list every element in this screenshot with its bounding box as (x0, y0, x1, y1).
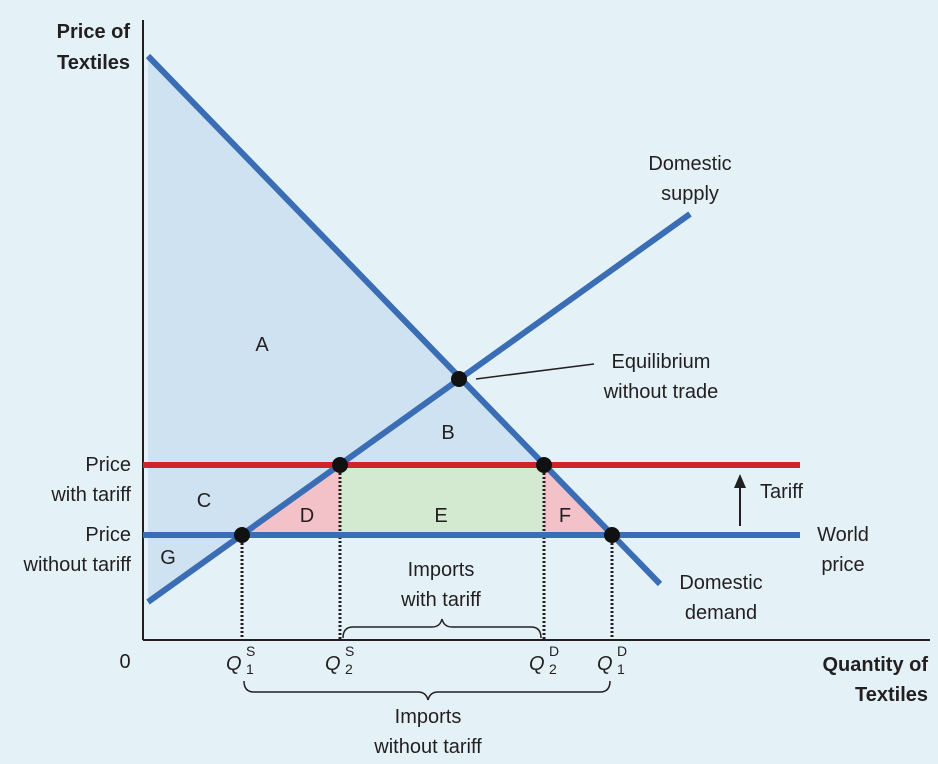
svg-text:Q: Q (529, 653, 545, 675)
price-without-tariff-line1: Price (85, 524, 131, 546)
equilibrium-label-line2: without trade (603, 381, 719, 403)
price-with-tariff-line2: with tariff (50, 484, 131, 506)
svg-text:D: D (617, 643, 627, 659)
tariff-arrow-head (734, 474, 746, 488)
equilibrium-pointer (475, 363, 595, 380)
imports-without-tariff-line2: without tariff (373, 736, 482, 758)
point-supply-with-tariff (332, 457, 348, 473)
world-price-label-line2: price (821, 554, 864, 576)
imports-without-tariff-line1: Imports (395, 706, 462, 728)
svg-text:Q: Q (226, 653, 242, 675)
region-f-label: F (559, 505, 571, 527)
svg-text:S: S (246, 643, 255, 659)
svg-text:Q: Q (597, 653, 613, 675)
brace-imports-without-tariff (243, 680, 611, 701)
point-demand-world (604, 527, 620, 543)
world-price-label-line1: World (817, 524, 869, 546)
imports-with-tariff-line1: Imports (408, 559, 475, 581)
demand-label-line2: demand (685, 602, 757, 624)
svg-text:2: 2 (549, 661, 557, 677)
y-axis-title-line2: Textiles (57, 52, 130, 74)
equilibrium-label-line1: Equilibrium (612, 351, 711, 373)
tariff-label: Tariff (760, 481, 803, 503)
brace-imports-with-tariff (342, 618, 542, 639)
region-d-label: D (300, 505, 314, 527)
region-a-label: A (255, 334, 269, 356)
x-axis-title-line1: Quantity of (822, 654, 928, 676)
svg-text:1: 1 (617, 661, 625, 677)
svg-text:2: 2 (345, 661, 353, 677)
region-b-label: B (441, 422, 454, 444)
point-demand-with-tariff (536, 457, 552, 473)
y-axis-title-line1: Price of (57, 21, 131, 43)
region-e-label: E (434, 505, 447, 527)
q2s-label: Q S 2 (325, 643, 354, 677)
q1d-label: Q D 1 (597, 643, 627, 677)
point-equilibrium (451, 371, 467, 387)
svg-text:1: 1 (246, 661, 254, 677)
supply-label-line2: supply (661, 183, 719, 205)
svg-text:S: S (345, 643, 354, 659)
origin-label: 0 (119, 651, 130, 673)
region-g-label: G (160, 547, 176, 569)
demand-label-line1: Domestic (679, 572, 762, 594)
demand-curve (145, 53, 663, 587)
region-c-label: C (197, 490, 211, 512)
region-e-fill (340, 465, 544, 535)
supply-label-line1: Domestic (648, 153, 731, 175)
x-axis-title-line2: Textiles (855, 684, 928, 706)
q1s-label: Q S 1 (226, 643, 255, 677)
svg-text:Q: Q (325, 653, 341, 675)
svg-text:D: D (549, 643, 559, 659)
price-without-tariff-line2: without tariff (23, 554, 132, 576)
point-supply-world (234, 527, 250, 543)
q2d-label: Q D 2 (529, 643, 559, 677)
imports-with-tariff-line2: with tariff (400, 589, 481, 611)
price-with-tariff-line1: Price (85, 454, 131, 476)
